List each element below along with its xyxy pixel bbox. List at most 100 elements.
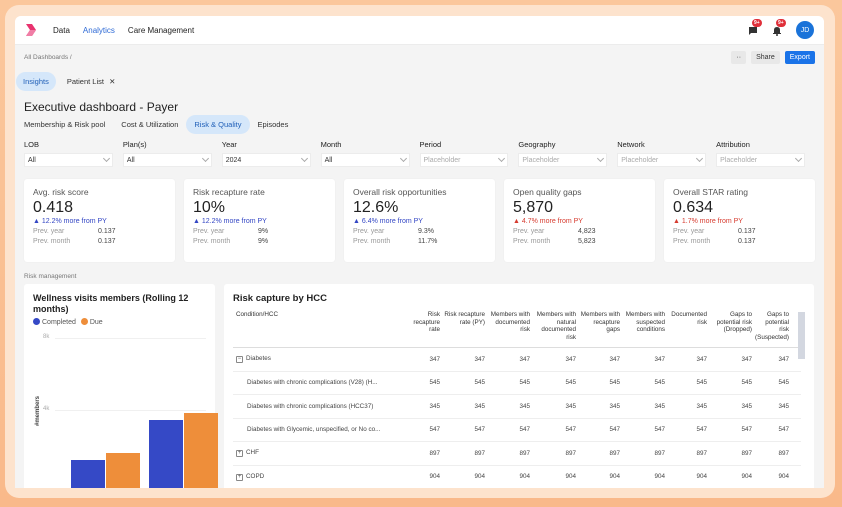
more-options-button[interactable]: ·· [731, 50, 747, 64]
share-button[interactable]: Share [751, 50, 780, 64]
year-select[interactable]: 2024 [221, 153, 311, 167]
prev-month-label: Prev. month [193, 238, 231, 245]
subtab-episodes[interactable]: Episodes [257, 119, 289, 129]
section-label-risk-management: Risk management [24, 273, 77, 280]
column-header-risk-recapture-rate[interactable]: Risk recapture rate [398, 311, 440, 348]
table-row-diabetes-hcc37[interactable]: Diabetes with chronic complications (HCC… [233, 394, 801, 419]
column-header-documented-risk[interactable]: Documented risk [665, 311, 707, 348]
close-icon[interactable]: ✕ [109, 76, 116, 86]
legend-item-completed[interactable]: Completed [33, 318, 76, 326]
cell: 345 [530, 394, 576, 419]
column-header-condition[interactable]: Condition/HCC [233, 311, 398, 348]
cell: 897 [620, 441, 665, 466]
export-button[interactable]: Export [784, 50, 815, 64]
condition-cell: + CHF [233, 441, 398, 466]
nav-item-care-management[interactable]: Care Management [127, 25, 195, 35]
filter-label: Attribution [716, 140, 750, 149]
kpi-card-overall-risk-opportunities[interactable]: Overall risk opportunities 12.6% ▲ 6.4% … [344, 179, 495, 262]
cell: 547 [665, 418, 707, 442]
cell: 547 [530, 418, 576, 442]
select-value: All [126, 156, 135, 164]
cell: 347 [530, 347, 576, 372]
bar-completed-group-2[interactable] [149, 420, 183, 488]
kpi-card-open-quality-gaps[interactable]: Open quality gaps 5,870 ▲ 4.7% more from… [504, 179, 655, 262]
table-row-diabetes-v28[interactable]: Diabetes with chronic complications (V28… [233, 371, 801, 395]
kpi-card-avg-risk-score[interactable]: Avg. risk score 0.418 ▲ 12.2% more from … [24, 179, 175, 262]
lob-select[interactable]: All [24, 153, 113, 167]
subtab-cost-utilization[interactable]: Cost & Utilization [121, 119, 179, 129]
cell: 545 [707, 371, 752, 395]
plans-select[interactable]: All [122, 153, 212, 167]
breadcrumb-all-dashboards[interactable]: All Dashboards / [24, 53, 72, 61]
column-header-members-documented-risk[interactable]: Members with documented risk [485, 311, 530, 348]
cell: 547 [576, 418, 620, 442]
condition-name: CHF [246, 449, 259, 457]
collapse-icon[interactable]: − [236, 356, 243, 364]
bar-due-group-1[interactable] [106, 453, 140, 488]
tab-patient-list[interactable]: Patient List ✕ [60, 72, 123, 91]
period-select[interactable]: Placeholder [419, 153, 509, 167]
cell: 904 [530, 465, 576, 488]
table-row-diabetes-glycemic[interactable]: Diabetes with Glycemic, unspecified, or … [233, 418, 801, 442]
tab-insights[interactable]: Insights [16, 71, 56, 91]
cell: 347 [707, 347, 752, 372]
column-header-risk-recapture-rate-py[interactable]: Risk recapture rate (PY) [440, 311, 485, 348]
kpi-card-risk-recapture-rate[interactable]: Risk recapture rate 10% ▲ 12.2% more fro… [184, 179, 335, 262]
expand-icon[interactable]: + [236, 450, 243, 458]
filter-network: Network Placeholder [617, 140, 716, 167]
select-value: All [324, 156, 333, 164]
kpi-card-overall-star-rating[interactable]: Overall STAR rating 0.634 ▲ 1.7% more fr… [664, 179, 815, 262]
network-select[interactable]: Placeholder [617, 153, 707, 167]
chevron-down-icon [498, 154, 506, 163]
tab-patient-list-label: Patient List [66, 76, 104, 86]
cell: 545 [620, 371, 665, 395]
kpi-value: 5,870 [513, 199, 554, 216]
column-header-gaps-suspected[interactable]: Gaps to potential risk (Suspected) [752, 311, 801, 348]
cell: 347 [398, 347, 440, 372]
legend-item-due[interactable]: Due [80, 318, 103, 326]
prev-month-value: 5,823 [578, 238, 596, 245]
messages-button[interactable]: 9+ [748, 19, 762, 36]
table-scrollbar[interactable] [798, 312, 805, 359]
cell: 904 [752, 465, 801, 488]
cell: 897 [440, 441, 485, 466]
cell: 347 [665, 347, 707, 372]
table-row-diabetes[interactable]: − Diabetes 347 347 347 347 347 347 347 34… [233, 347, 801, 372]
chart-title: Wellness visits members (Rolling 12 mont… [33, 293, 189, 314]
app-logo-icon[interactable] [25, 23, 37, 37]
cell: 547 [707, 418, 752, 442]
column-header-members-suspected-conditions[interactable]: Members with suspected conditions [620, 311, 665, 348]
chevron-down-icon [794, 154, 803, 163]
subtab-membership-risk-pool[interactable]: Membership & Risk pool [24, 119, 106, 129]
cell: 545 [440, 371, 485, 395]
prev-month-label: Prev. month [513, 238, 551, 245]
prev-month-label: Prev. month [353, 238, 391, 245]
select-value: All [28, 156, 36, 164]
table-row-chf[interactable]: + CHF 897 897 897 897 897 897 897 897 897 [233, 441, 801, 466]
condition-name: Diabetes [246, 355, 271, 363]
cell: 904 [665, 465, 707, 488]
column-header-gaps-dropped[interactable]: Gaps to potential risk (Dropped) [707, 311, 752, 348]
subtab-risk-quality[interactable]: Risk & Quality [186, 114, 250, 134]
nav-item-data[interactable]: Data [53, 25, 70, 35]
cell: 897 [707, 441, 752, 466]
attribution-select[interactable]: Placeholder [716, 153, 805, 167]
column-header-members-natural-documented-risk[interactable]: Members with natural documented risk [530, 311, 576, 348]
cell: 345 [620, 394, 665, 419]
nav-item-analytics[interactable]: Analytics [82, 25, 115, 35]
table-row-copd[interactable]: + COPD 904 904 904 904 904 904 904 904 90… [233, 465, 801, 488]
month-select[interactable]: All [320, 153, 410, 167]
cell: 345 [752, 394, 801, 419]
filter-attribution: Attribution Placeholder [716, 140, 815, 167]
user-avatar[interactable]: JD [796, 21, 814, 39]
bar-completed-group-1[interactable] [71, 460, 105, 488]
risk-capture-table-card: Risk capture by HCC Condition/HCC Risk r… [224, 284, 814, 488]
expand-icon[interactable]: + [236, 473, 243, 481]
bar-due-group-2[interactable] [184, 413, 218, 488]
geography-select[interactable]: Placeholder [518, 153, 608, 167]
column-header-members-recapture-gaps[interactable]: Members with recapture gaps [576, 311, 620, 348]
kpi-change: ▲ 6.4% more from PY [353, 218, 423, 225]
kpi-value: 12.6% [353, 199, 399, 216]
notifications-button[interactable]: 9+ [772, 19, 786, 36]
kpi-change: ▲ 4.7% more from PY [513, 218, 583, 225]
